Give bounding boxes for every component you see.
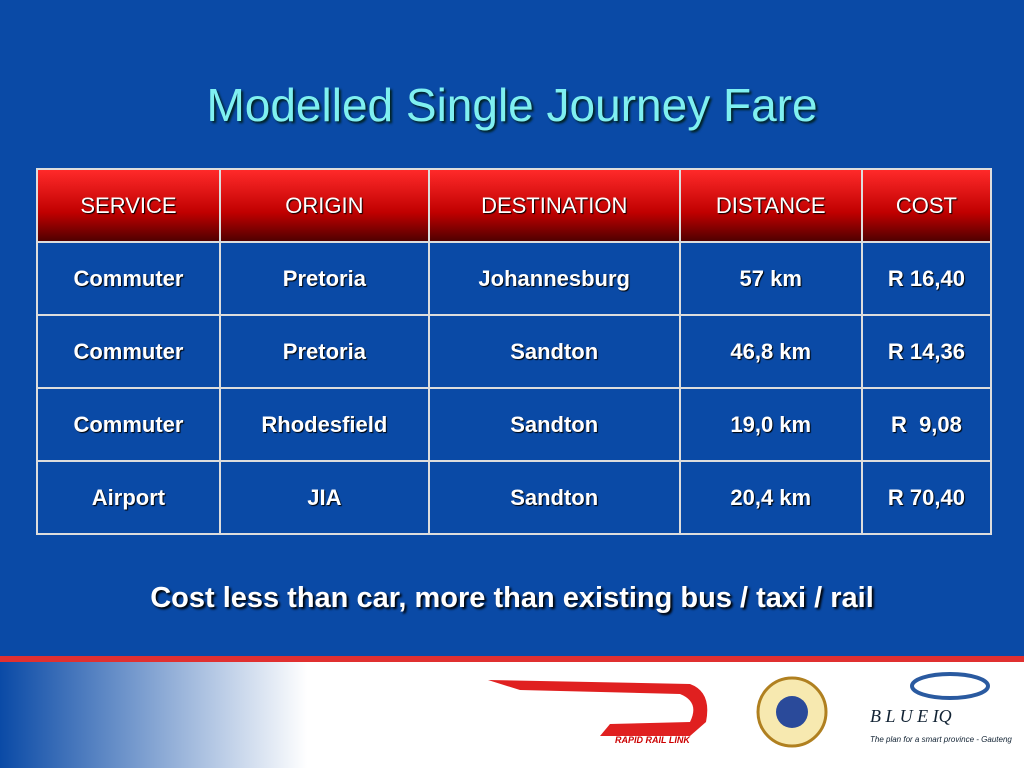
table-row: Commuter Pretoria Johannesburg 57 km R 16,40 [36,241,993,316]
table-cell: Airport [36,460,221,535]
gauteng-seal-inner [776,696,808,728]
table-cell: Pretoria [218,314,430,389]
table-cell: 57 km [678,241,863,316]
footer: GAUTRAIN RAPID RAIL LINK B L U E IQ The … [0,656,1024,768]
blueiq-text: B L U E IQ [870,706,952,726]
fare-table: SERVICE ORIGIN DESTINATION DISTANCE COST Comm… [36,168,993,535]
table-cell: R 70,40 [860,460,993,535]
note: Cost less than car, more than existing b… [150,582,874,614]
column-header: DESTINATION [427,168,681,243]
table-cell: Commuter [36,241,221,316]
table-cell: Johannesburg [427,241,681,316]
table-cell: R 9,08 [860,387,993,462]
blueiq-ring [910,672,990,700]
column-header: DISTANCE [678,168,863,243]
table-row: Commuter Pretoria Sandton 46,8 km R 14,36 [36,314,993,389]
table-row: Airport JIA Sandton 20,4 km R 70,40 [36,460,993,535]
table-cell: 46,8 km [678,314,863,389]
table-cell: Rhodesfield [218,387,430,462]
gautrain-swoosh [488,680,708,736]
table-row: Commuter Rhodesfield Sandton 19,0 km R 9,08 [36,387,993,462]
column-header: ORIGIN [218,168,430,243]
table-cell: Sandton [427,460,681,535]
table-cell: R 16,40 [860,241,993,316]
table-cell: 20,4 km [678,460,863,535]
column-header: COST [860,168,993,243]
table-cell: Sandton [427,314,681,389]
gautrain-text: GAUTRAIN [590,709,654,723]
blueiq-sub: The plan for a smart province - Gauteng [870,735,1012,744]
table-cell: Pretoria [218,241,430,316]
column-header: SERVICE [36,168,221,243]
logos: GAUTRAIN RAPID RAIL LINK B L U E IQ The … [488,672,1012,748]
table-cell: Sandton [427,387,681,462]
table-cell: R 14,36 [860,314,993,389]
title: Modelled Single Journey Fare [206,79,818,131]
gautrain-sub: RAPID RAIL LINK [615,735,691,745]
table-cell: JIA [218,460,430,535]
table-cell: Commuter [36,314,221,389]
table-cell: 19,0 km [678,387,863,462]
table-cell: Commuter [36,387,221,462]
